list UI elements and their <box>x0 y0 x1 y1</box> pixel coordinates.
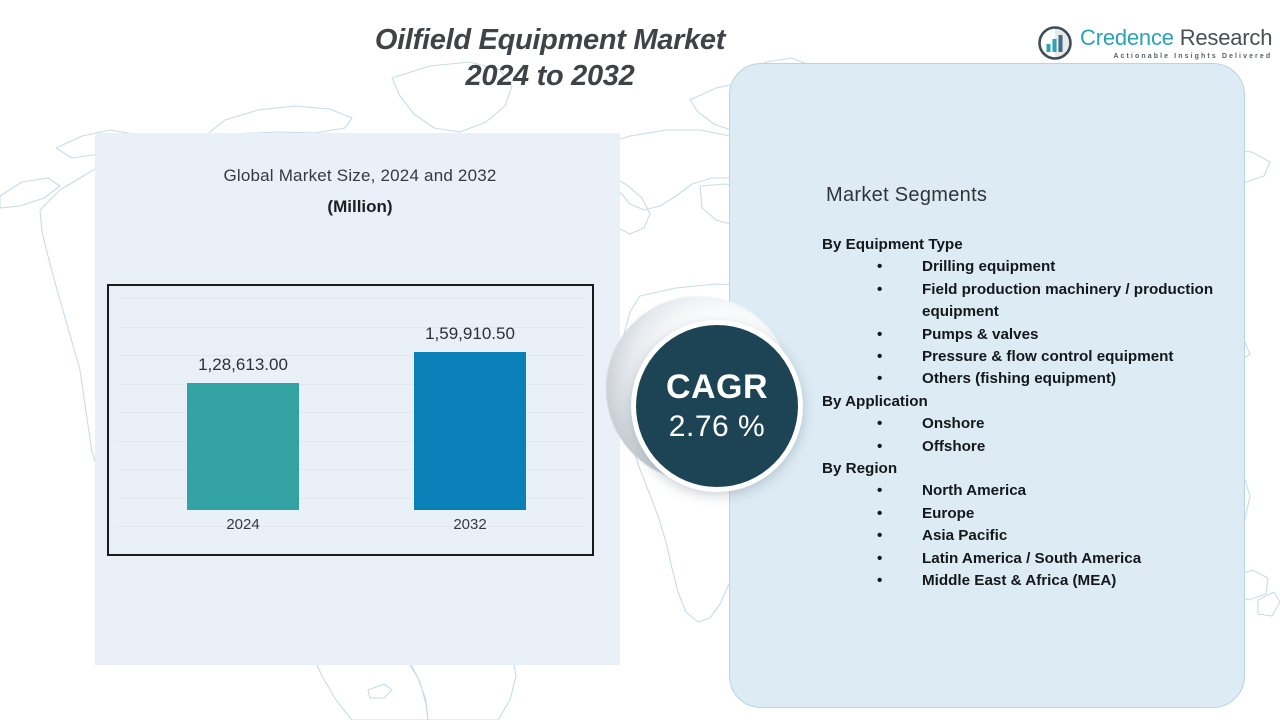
segment-item: • Pressure & flow control equipment <box>822 346 1242 368</box>
bullet-icon: • <box>877 437 883 455</box>
logo-text-block: Credence Research Actionable Insights De… <box>1080 24 1273 60</box>
gridline <box>117 526 584 527</box>
chart-gridlines <box>117 298 584 527</box>
segment-item: • North America <box>822 480 1242 502</box>
bullet-icon: • <box>877 348 883 366</box>
segment-item-label: Onshore <box>922 415 985 433</box>
bullet-icon: • <box>877 572 883 590</box>
segment-item-label: Latin America / South America <box>922 549 1142 567</box>
bar-rect-2032 <box>414 352 526 510</box>
cagr-label: CAGR <box>665 368 769 406</box>
segment-item: • Others (fishing equipment) <box>822 368 1242 390</box>
x-axis-label-2024: 2024 <box>226 516 260 533</box>
segment-item: • Asia Pacific <box>822 525 1242 547</box>
gridline <box>117 327 584 328</box>
logo-name-credence: Credence <box>1080 24 1174 50</box>
segment-item-label: Middle East & Africa (MEA) <box>922 572 1117 590</box>
chart-bars: 1,28,613.00 1,59,910.50 <box>117 310 584 510</box>
segment-item: • Europe <box>822 503 1242 525</box>
page-title-line1: Oilfield Equipment Market <box>374 24 726 56</box>
gridline <box>117 498 584 499</box>
segment-item: • Field production machinery / production… <box>822 279 1242 324</box>
bullet-icon: • <box>877 549 883 567</box>
gridline <box>117 298 584 299</box>
bullet-icon: • <box>877 527 883 545</box>
page-title-line2: 2024 to 2032 <box>465 60 635 92</box>
bullet-icon: • <box>877 504 883 522</box>
segment-item: • Middle East & Africa (MEA) <box>822 570 1242 592</box>
brand-logo[interactable]: Credence Research Actionable Insights De… <box>1038 26 1272 60</box>
market-segments-title: Market Segments <box>826 184 988 206</box>
segment-group-label: By Application <box>822 392 928 410</box>
segment-item-label: Pressure & flow control equipment <box>922 348 1174 366</box>
right-segments-panel <box>729 63 1245 708</box>
bar-2024: 1,28,613.00 <box>187 355 299 510</box>
cagr-value: 2.76 % <box>668 410 766 443</box>
bullet-icon: • <box>877 258 883 276</box>
segment-group-label: By Region <box>822 460 898 478</box>
bar-rect-2024 <box>187 383 299 510</box>
segment-item-label: Drilling equipment <box>922 258 1056 276</box>
logo-name: Credence Research <box>1080 24 1273 50</box>
cagr-circle: CAGR 2.76 % <box>636 325 798 487</box>
segment-item-label: Field production machinery / production … <box>922 280 1214 321</box>
bar-value-label-2032: 1,59,910.50 <box>425 324 515 343</box>
gridline <box>117 441 584 442</box>
gridline <box>117 412 584 413</box>
page-title: Oilfield Equipment Market 2024 to 2032 <box>280 22 820 94</box>
bar-chart: 1,28,613.00 1,59,910.50 2024 2032 <box>107 284 594 556</box>
segment-item-label: Pumps & valves <box>922 325 1039 343</box>
gridline <box>117 384 584 385</box>
bullet-icon: • <box>877 482 883 500</box>
segment-item: • Onshore <box>822 413 1242 435</box>
bar-2032: 1,59,910.50 <box>414 324 526 510</box>
bar-value-label-2024: 1,28,613.00 <box>198 355 288 374</box>
x-axis-label-2032: 2032 <box>453 516 487 533</box>
segment-group-label: By Equipment Type <box>822 236 963 253</box>
bullet-icon: • <box>877 415 883 433</box>
chart-heading-block: Global Market Size, 2024 and 2032 (Milli… <box>150 166 570 217</box>
left-chart-panel <box>95 133 620 665</box>
bullet-icon: • <box>877 325 883 343</box>
chart-plot-area: 1,28,613.00 1,59,910.50 2024 2032 <box>117 294 584 546</box>
chart-x-axis-labels: 2024 2032 <box>117 516 584 540</box>
segment-item-label: North America <box>922 482 1027 500</box>
bullet-icon: • <box>877 280 883 298</box>
chart-heading: Global Market Size, 2024 and 2032 <box>223 166 497 185</box>
bar-chart-circle-icon <box>1038 26 1072 60</box>
segment-item-label: Europe <box>922 504 975 522</box>
market-segments-list: By Equipment Type • Drilling equipment • Fie… <box>822 234 1242 593</box>
segment-item: • Pumps & valves <box>822 324 1242 346</box>
segment-item: • Offshore <box>822 436 1242 458</box>
bullet-icon: • <box>877 370 883 388</box>
segment-item: • Latin America / South America <box>822 548 1242 570</box>
chart-unit-label: (Million) <box>327 197 393 216</box>
logo-name-research: Research <box>1173 24 1273 50</box>
segment-item: • Drilling equipment <box>822 256 1242 278</box>
segment-item-label: Others (fishing equipment) <box>922 370 1117 388</box>
segment-item-label: Asia Pacific <box>922 527 1008 545</box>
logo-tagline: Actionable Insights Delivered <box>1113 52 1273 60</box>
cagr-badge: CAGR 2.76 % <box>606 296 816 511</box>
gridline <box>117 469 584 470</box>
segment-item-label: Offshore <box>922 437 986 455</box>
gridline <box>117 355 584 356</box>
